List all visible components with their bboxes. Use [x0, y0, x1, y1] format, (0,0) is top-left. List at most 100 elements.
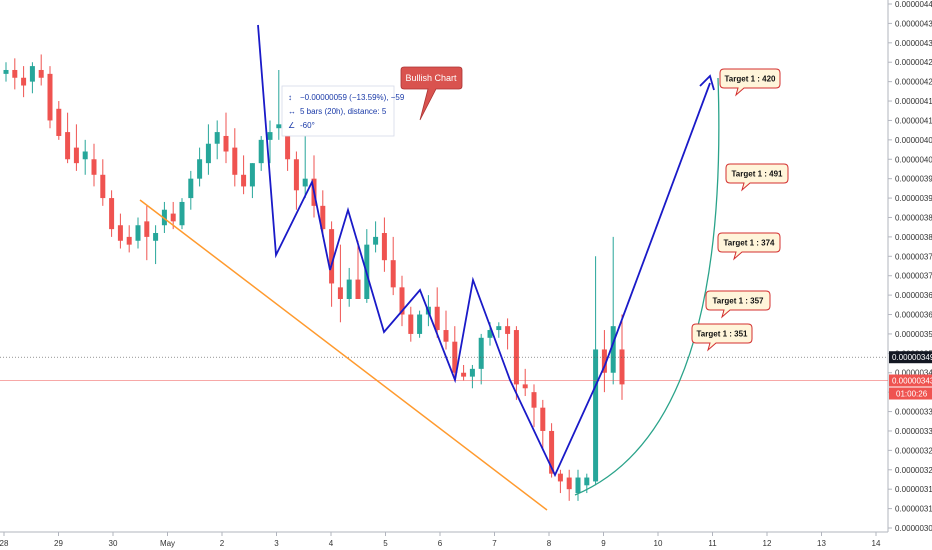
candle [126, 225, 132, 253]
x-tick-label: 29 [54, 539, 63, 548]
x-tick-label: 5 [383, 539, 388, 548]
candle [373, 221, 379, 253]
candle [443, 310, 449, 350]
candle-body [73, 147, 79, 164]
candle [346, 267, 352, 307]
candle [417, 310, 423, 338]
candle-body [249, 163, 255, 187]
last-price-badge-bg [889, 374, 932, 387]
annotation-labels: ↕ −0.00000059 (−13.59%), −59 ↔ 5 bars (20h)… [281, 66, 932, 400]
last-price-badge: 0.00000343 [889, 374, 932, 387]
candle-body [161, 209, 167, 226]
candle-body [408, 314, 414, 334]
candle-body [469, 368, 475, 377]
x-tick-label: 28 [0, 539, 9, 548]
candle [188, 170, 194, 210]
candle-body [399, 287, 405, 315]
y-tick-label: 0.00000305 [895, 524, 932, 533]
candle-body [135, 225, 141, 241]
candle-body [223, 135, 229, 152]
y-tick-label: 0.00000335 [895, 408, 932, 417]
bullish-chart-callout: Bullish Chart [400, 66, 463, 121]
measure-tooltip: ↕ −0.00000059 (−13.59%), −59 ↔ 5 bars (20h)… [281, 85, 405, 137]
candle-body [91, 159, 97, 175]
candle [320, 190, 326, 237]
candle [469, 364, 475, 389]
candle [117, 213, 123, 249]
candle-body [267, 132, 273, 140]
candle-body [293, 159, 299, 191]
candle [12, 58, 18, 90]
y-tick-label: 0.00000325 [895, 446, 932, 455]
target-callout: Target 1 : 357 [705, 290, 771, 319]
target-callout-text: Target 1 : 357 [713, 297, 765, 306]
x-tick-label: 14 [872, 539, 881, 548]
candle [390, 236, 396, 296]
x-tick-label: 8 [547, 539, 552, 548]
candle [56, 101, 62, 140]
candle-body [417, 314, 423, 334]
x-tick-label: 30 [109, 539, 118, 548]
y-tick-label: 0.00000315 [895, 485, 932, 494]
candle [144, 205, 150, 261]
candle-body [276, 124, 282, 129]
candle [593, 256, 599, 486]
target-callout-text: Target 1 : 351 [697, 330, 749, 339]
target-callout-shape [691, 323, 753, 352]
target-callout-shape [705, 290, 771, 319]
measure-tooltip-box [281, 85, 395, 137]
candle-body [557, 473, 563, 482]
candle-body [21, 77, 27, 86]
countdown-badge-bg [889, 387, 932, 400]
candle-body [505, 326, 511, 334]
candle-body [241, 174, 247, 187]
candle-body [487, 330, 493, 338]
projection-arrow-line [604, 82, 711, 366]
measure-tooltip-line: -60° [300, 121, 315, 130]
x-tick-label: 10 [654, 539, 663, 548]
candle-body [214, 132, 220, 144]
candle [161, 201, 167, 234]
candle-body [82, 151, 88, 160]
candle-body [38, 69, 44, 78]
candle-body [549, 430, 555, 474]
target-callout: Target 1 : 491 [725, 163, 789, 192]
candle [293, 151, 299, 210]
candle-body [3, 69, 9, 74]
candle [566, 469, 572, 501]
candle-body [434, 306, 440, 331]
measure-tooltip-line: −0.00000059 (−13.59%), −59 [300, 93, 405, 102]
candle-body [65, 132, 71, 160]
y-tick-label: 0.00000365 [895, 291, 932, 300]
candle [496, 322, 502, 338]
candle-body [443, 330, 449, 342]
candle-body [478, 337, 484, 369]
measure-tooltip-line: 5 bars (20h), distance: 5 [300, 107, 387, 116]
candle-body [390, 260, 396, 288]
target-callout-shape [717, 232, 781, 261]
candle [522, 368, 528, 397]
zigzag-pattern-line [257, 24, 606, 478]
candle-body [188, 178, 194, 199]
candle [601, 330, 607, 393]
candle [452, 326, 458, 377]
measure-icon: ↕ [288, 93, 292, 102]
candle-body [170, 213, 176, 222]
candle [249, 163, 255, 199]
target-callout: Target 1 : 420 [719, 68, 781, 97]
candle-body [346, 279, 352, 299]
countdown-badge: 01:00:26 [889, 387, 932, 400]
candle-body [329, 229, 335, 284]
candle-body [337, 287, 343, 299]
candle [258, 135, 264, 171]
y-tick-label: 0.00000415 [895, 97, 932, 106]
candle [38, 54, 44, 86]
y-tick-label: 0.00000355 [895, 330, 932, 339]
x-tick-label: May [160, 539, 175, 548]
